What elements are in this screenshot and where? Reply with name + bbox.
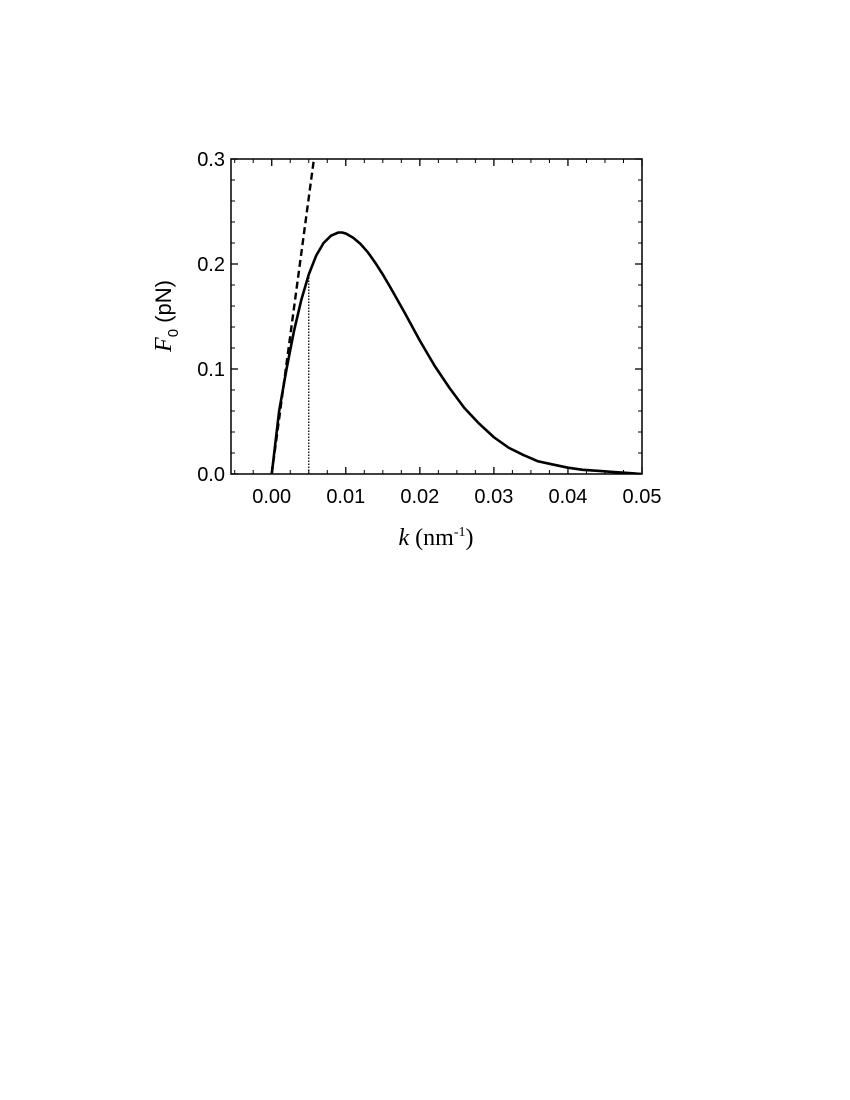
y-tick-label: 0.1	[197, 359, 225, 381]
x-tick-label: 0.03	[474, 486, 513, 508]
y-axis-subscript: 0	[165, 329, 182, 337]
series-line-dashed	[270, 159, 316, 474]
x-axis-unit-exponent: -1	[454, 525, 466, 540]
y-tick-label: 0.2	[197, 254, 225, 276]
x-axis-unit-close: )	[466, 525, 474, 551]
x-axis-unit: (nm	[409, 525, 454, 551]
y-axis-unit: (pN)	[151, 280, 176, 329]
chart-tick-labels: 0.00 0.01 0.02 0.03 0.04 0.05 0.0 0.1 0.2 0.3	[197, 149, 661, 508]
y-axis-title: F0 (pN)	[151, 280, 182, 353]
x-tick-label: 0.02	[400, 486, 439, 508]
series-line-solid	[270, 231, 642, 474]
x-axis-title: k (nm-1)	[399, 525, 474, 551]
y-tick-label: 0.0	[197, 464, 225, 486]
y-tick-label: 0.3	[197, 149, 225, 171]
x-tick-label: 0.04	[548, 486, 587, 508]
x-axis-symbol: k	[399, 525, 410, 551]
x-tick-label: 0.00	[252, 486, 291, 508]
chart-curves	[270, 159, 642, 474]
x-tick-label: 0.01	[326, 486, 365, 508]
x-tick-label: 0.05	[623, 486, 662, 508]
plot-frame	[230, 158, 643, 475]
y-axis-symbol: F	[151, 337, 177, 353]
